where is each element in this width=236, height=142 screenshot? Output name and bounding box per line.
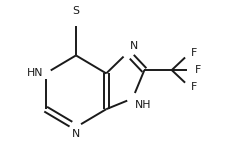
- Text: S: S: [72, 6, 80, 16]
- Text: N: N: [130, 40, 138, 51]
- Text: F: F: [195, 65, 202, 75]
- Text: F: F: [191, 82, 198, 92]
- Text: F: F: [191, 48, 198, 59]
- Text: N: N: [72, 129, 80, 139]
- Text: HN: HN: [27, 68, 44, 78]
- Text: NH: NH: [135, 100, 151, 110]
